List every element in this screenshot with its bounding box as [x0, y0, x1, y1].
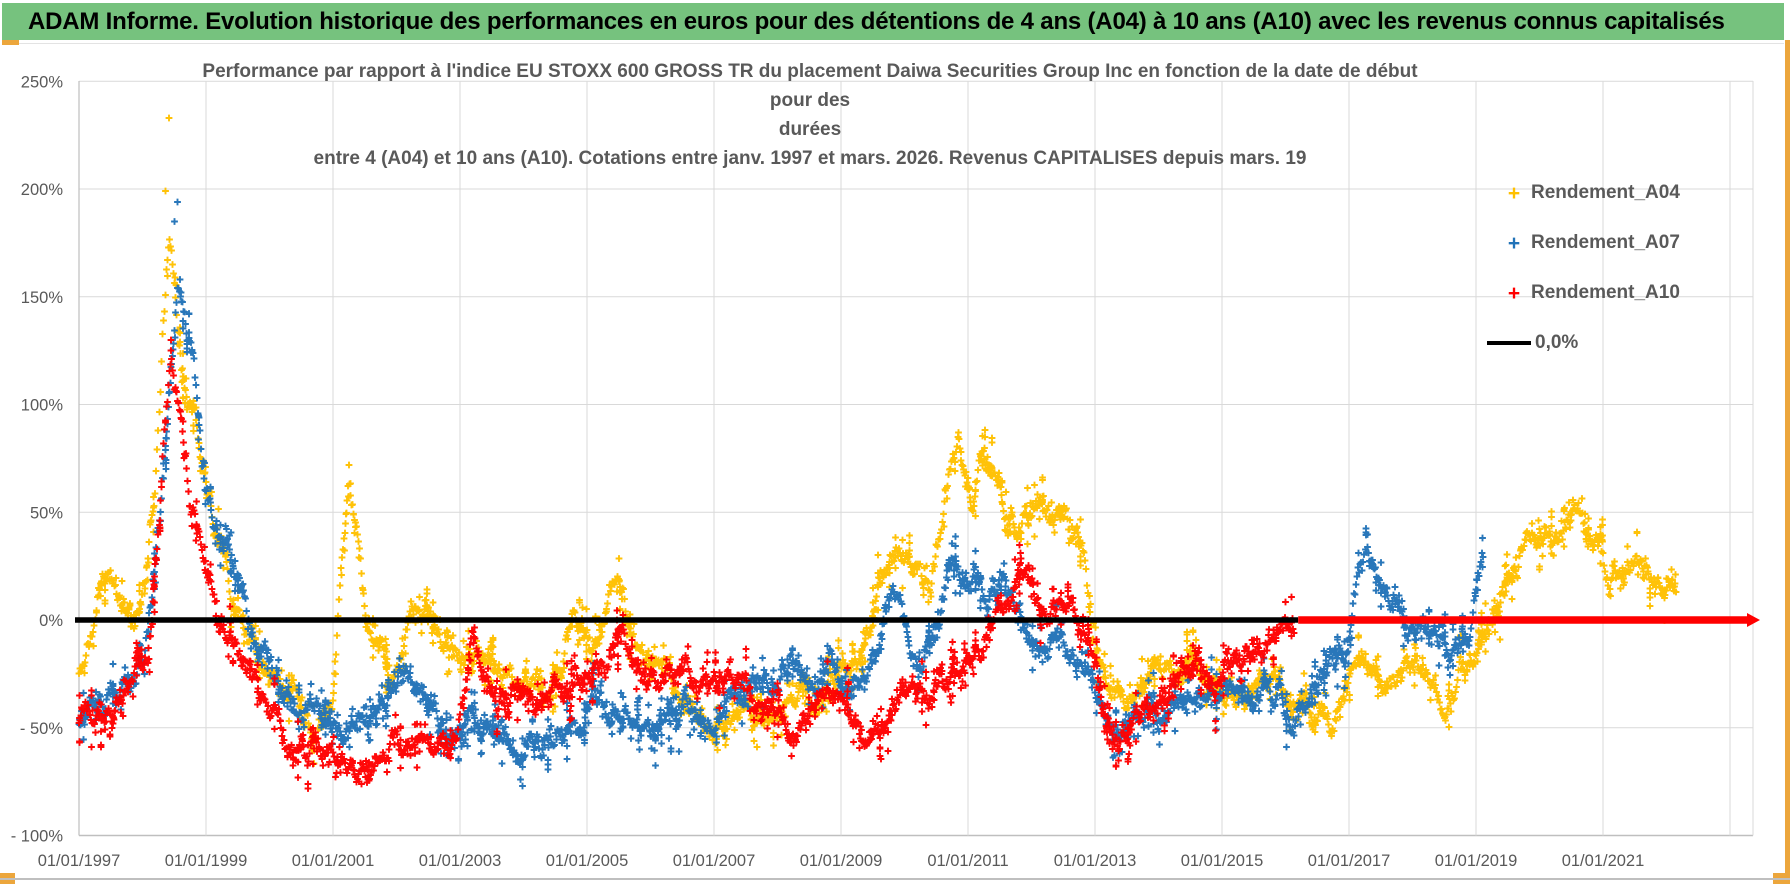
chart-title-line-3: entre 4 (A04) et 10 ans (A10). Cotations…	[313, 148, 1307, 169]
y-axis-tick-label: - 100%	[11, 828, 64, 846]
y-axis-tick-label: 50%	[30, 504, 63, 522]
x-axis-tick-label: 01/01/2019	[1435, 852, 1518, 870]
scatter-series-rendement_a10	[75, 336, 1298, 792]
accent-right-bar	[1785, 40, 1790, 884]
x-axis-tick-label: 01/01/2003	[419, 852, 502, 870]
legend-label: 0,0%	[1535, 332, 1579, 353]
legend-label: Rendement_A04	[1531, 182, 1680, 203]
bottom-divider	[0, 878, 1790, 880]
x-axis-tick-label: 01/01/2009	[800, 852, 883, 870]
banner-divider	[2, 43, 1784, 44]
header-title: ADAM Informe. Evolution historique des p…	[28, 7, 1725, 35]
y-axis-tick-label: 200%	[21, 181, 64, 199]
plus-marker-icon: +	[1507, 181, 1521, 205]
scatter-series-rendement_a04	[75, 114, 1680, 767]
header-banner: ADAM Informe. Evolution historique des p…	[2, 3, 1784, 40]
x-axis-tick-label: 01/01/2021	[1562, 852, 1645, 870]
x-axis-tick-label: 01/01/2013	[1054, 852, 1137, 870]
chart-title-line-1: Performance par rapport à l'indice EU ST…	[202, 61, 1418, 111]
accent-top-dash	[2, 40, 19, 45]
legend-label: Rendement_A07	[1531, 232, 1680, 253]
x-axis-tick-label: 01/01/1999	[165, 852, 248, 870]
y-axis-tick-label: 100%	[21, 397, 64, 415]
x-axis-tick-label: 01/01/2005	[546, 852, 629, 870]
plus-marker-icon: +	[1507, 231, 1521, 255]
zero-line-icon	[1487, 341, 1531, 345]
x-axis-tick-label: 01/01/2017	[1308, 852, 1391, 870]
chart-title: Performance par rapport à l'indice EU ST…	[180, 57, 1440, 173]
legend-item-rendement-a10[interactable]: + Rendement_A10	[1497, 268, 1727, 318]
plus-marker-icon: +	[1507, 281, 1521, 305]
x-axis-tick-label: 01/01/2011	[927, 852, 1008, 870]
chart-legend: + Rendement_A04 + Rendement_A07 + Rendem…	[1487, 168, 1727, 368]
y-axis-tick-label: 150%	[21, 289, 64, 307]
y-axis-tick-label: 0%	[39, 612, 63, 630]
legend-item-rendement-a04[interactable]: + Rendement_A04	[1497, 168, 1727, 218]
legend-item-zero-line[interactable]: 0,0%	[1487, 318, 1727, 368]
x-axis-tick-label: 01/01/2001	[292, 852, 375, 870]
legend-item-rendement-a07[interactable]: + Rendement_A07	[1497, 218, 1727, 268]
y-axis-tick-label: 250%	[21, 73, 64, 91]
zero-line-red-arrowhead	[1747, 613, 1760, 627]
legend-label: Rendement_A10	[1531, 282, 1680, 303]
chart-title-line-2: durées	[778, 119, 842, 140]
y-axis-tick-label: - 50%	[20, 720, 63, 738]
x-axis-tick-label: 01/01/1997	[38, 852, 121, 870]
x-axis-tick-label: 01/01/2007	[673, 852, 756, 870]
x-axis-tick-label: 01/01/2015	[1181, 852, 1264, 870]
